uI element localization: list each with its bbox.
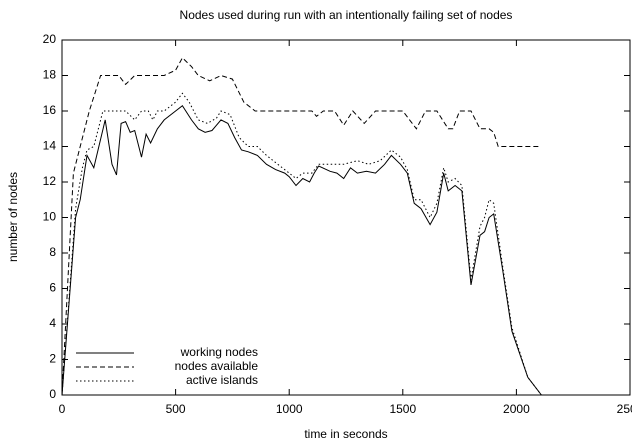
y-tick-label: 10: [43, 210, 57, 224]
y-tick-label: 4: [49, 316, 56, 330]
x-tick-label: 1000: [276, 402, 303, 416]
y-tick-label: 20: [43, 32, 57, 46]
x-tick-label: 2000: [503, 402, 530, 416]
y-tick-label: 2: [49, 352, 56, 366]
y-tick-label: 8: [49, 245, 56, 259]
legend-label: nodes available: [175, 359, 259, 373]
line: [61, 104, 542, 396]
x-tick-label: 0: [59, 402, 66, 416]
y-tick-label: 12: [43, 174, 57, 188]
x-axis-label: time in seconds: [304, 427, 387, 441]
x-tick-label: 2500: [617, 402, 632, 416]
legend-label: working nodes: [180, 345, 258, 359]
y-tick-label: 6: [49, 281, 56, 295]
plot-frame: [61, 39, 631, 396]
x-tick-label: 500: [166, 402, 186, 416]
y-tick-label: 14: [43, 139, 57, 153]
line: [61, 92, 542, 396]
chart-title: Nodes used during run with an intentiona…: [180, 8, 513, 22]
x-tick-label: 1500: [389, 402, 416, 416]
legend-label: active islands: [186, 373, 258, 387]
y-axis-label: number of nodes: [6, 172, 20, 262]
y-tick-label: 18: [43, 68, 57, 82]
line: [61, 56, 540, 396]
y-tick-label: 16: [43, 103, 57, 117]
y-tick-label: 0: [49, 387, 56, 401]
